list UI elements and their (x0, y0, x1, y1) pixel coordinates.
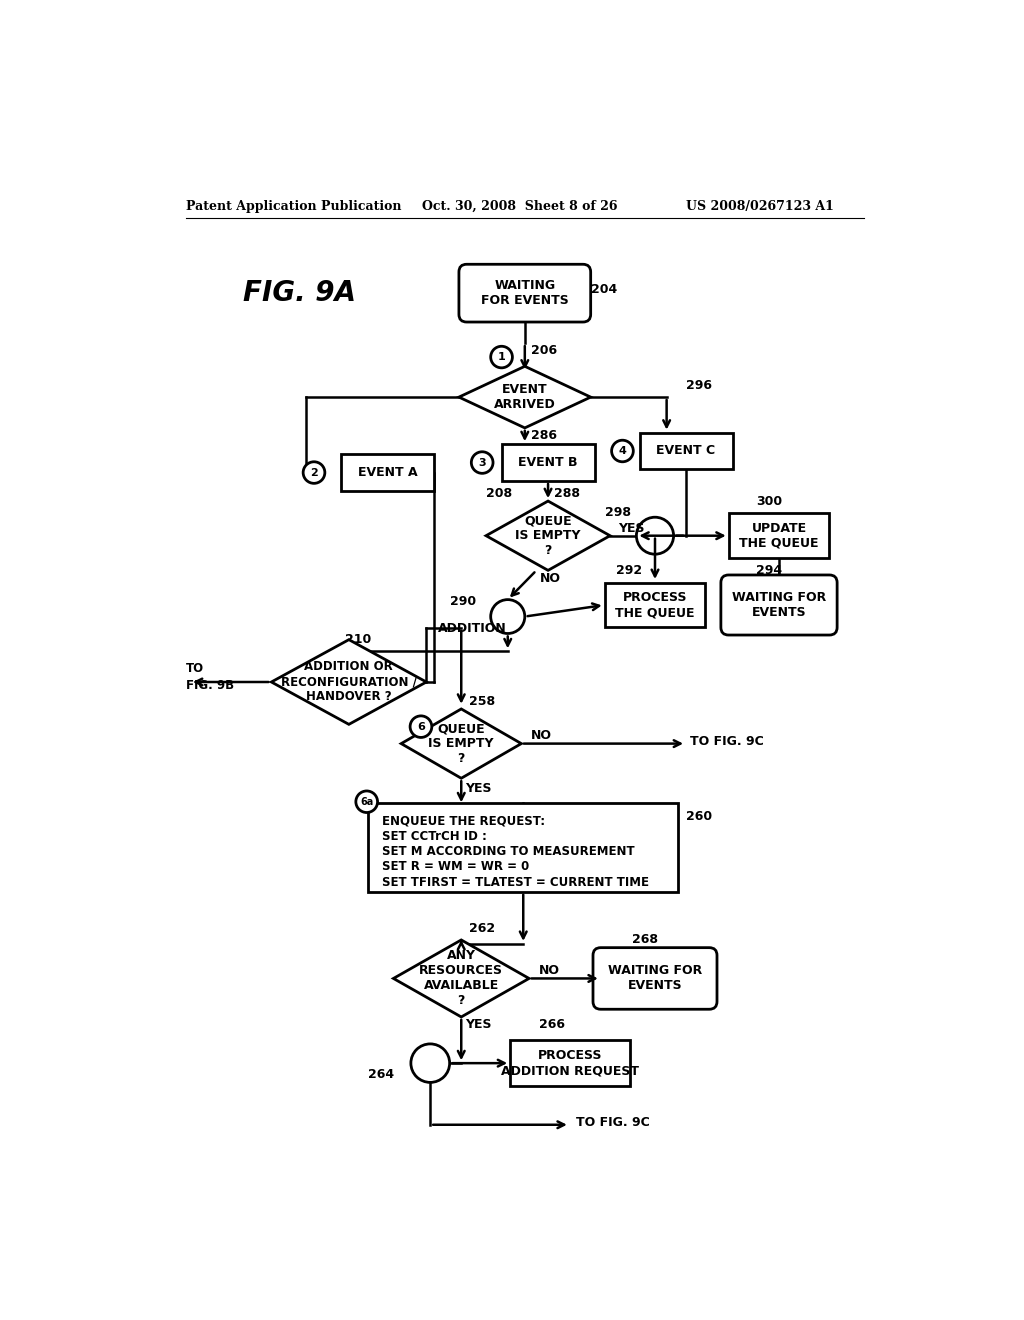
FancyBboxPatch shape (459, 264, 591, 322)
Text: 208: 208 (486, 487, 512, 500)
Text: 292: 292 (616, 564, 642, 577)
Bar (510, 1040, 630, 1086)
Circle shape (636, 517, 674, 554)
Text: 290: 290 (450, 594, 476, 607)
Text: SET R = WM = WR = 0: SET R = WM = WR = 0 (382, 861, 529, 874)
Text: 6: 6 (417, 722, 425, 731)
Text: FIG. 9B: FIG. 9B (186, 680, 234, 693)
Bar (640, 433, 732, 470)
Text: SET TFIRST = TLATEST = CURRENT TIME: SET TFIRST = TLATEST = CURRENT TIME (382, 875, 649, 888)
Text: NO: NO (531, 730, 552, 742)
Text: ADDITION: ADDITION (438, 622, 507, 635)
Text: FIG. 9A: FIG. 9A (243, 279, 355, 308)
Polygon shape (393, 940, 529, 1016)
Text: TO FIG. 9C: TO FIG. 9C (575, 1115, 649, 1129)
Text: ADDITION OR
RECONFIGURATION /
HANDOVER ?: ADDITION OR RECONFIGURATION / HANDOVER ? (281, 660, 417, 704)
Text: WAITING FOR
EVENTS: WAITING FOR EVENTS (608, 965, 702, 993)
Circle shape (303, 462, 325, 483)
Text: Oct. 30, 2008  Sheet 8 of 26: Oct. 30, 2008 Sheet 8 of 26 (423, 199, 618, 213)
Circle shape (471, 451, 493, 474)
Text: QUEUE
IS EMPTY
?: QUEUE IS EMPTY ? (428, 722, 494, 766)
Text: NO: NO (539, 964, 560, 977)
Text: UPDATE
THE QUEUE: UPDATE THE QUEUE (739, 521, 819, 549)
Circle shape (611, 441, 633, 462)
Text: 6a: 6a (360, 797, 374, 807)
Text: 4: 4 (618, 446, 627, 455)
Text: SET CCTrCH ID :: SET CCTrCH ID : (382, 829, 487, 842)
Text: 286: 286 (531, 429, 557, 442)
Text: TO FIG. 9C: TO FIG. 9C (690, 735, 764, 748)
Text: 264: 264 (369, 1068, 394, 1081)
Text: 294: 294 (756, 564, 782, 577)
Circle shape (411, 1044, 450, 1082)
Circle shape (490, 346, 512, 368)
Text: 266: 266 (539, 1018, 565, 1031)
Bar (502, 444, 595, 480)
Text: 210: 210 (345, 634, 372, 647)
Text: PROCESS
THE QUEUE: PROCESS THE QUEUE (615, 591, 694, 619)
Polygon shape (486, 502, 610, 570)
Text: 2: 2 (310, 467, 317, 478)
Text: 260: 260 (686, 810, 712, 824)
FancyBboxPatch shape (593, 948, 717, 1010)
Text: ANY
RESOURCES
AVAILABLE
?: ANY RESOURCES AVAILABLE ? (419, 949, 503, 1007)
Text: SET M ACCORDING TO MEASUREMENT: SET M ACCORDING TO MEASUREMENT (382, 845, 635, 858)
Text: YES: YES (465, 1018, 492, 1031)
Text: 3: 3 (478, 458, 486, 467)
FancyBboxPatch shape (721, 576, 838, 635)
Text: NO: NO (541, 572, 561, 585)
Text: 204: 204 (591, 282, 616, 296)
Text: 300: 300 (756, 495, 782, 508)
Polygon shape (271, 640, 426, 725)
Polygon shape (459, 367, 591, 428)
Text: YES: YES (617, 521, 644, 535)
Text: PROCESS
ADDITION REQUEST: PROCESS ADDITION REQUEST (501, 1049, 639, 1077)
Circle shape (410, 715, 432, 738)
Text: 288: 288 (554, 487, 581, 500)
Text: EVENT B: EVENT B (518, 455, 578, 469)
Text: TO: TO (186, 661, 204, 675)
Text: ENQUEUE THE REQUEST:: ENQUEUE THE REQUEST: (382, 814, 546, 828)
Text: QUEUE
IS EMPTY
?: QUEUE IS EMPTY ? (515, 515, 581, 557)
Text: 298: 298 (604, 506, 631, 519)
Bar (729, 513, 829, 558)
Text: YES: YES (465, 781, 492, 795)
Text: 262: 262 (469, 921, 496, 935)
Bar (604, 582, 706, 627)
Text: 206: 206 (531, 345, 557, 358)
Text: US 2008/0267123 A1: US 2008/0267123 A1 (686, 199, 834, 213)
Text: 258: 258 (469, 694, 496, 708)
Bar (341, 454, 434, 491)
Text: EVENT A: EVENT A (357, 466, 418, 479)
Circle shape (356, 791, 378, 813)
Text: WAITING FOR
EVENTS: WAITING FOR EVENTS (732, 591, 826, 619)
Text: 268: 268 (632, 933, 657, 946)
Bar (369, 804, 678, 892)
Polygon shape (401, 709, 521, 779)
Text: EVENT
ARRIVED: EVENT ARRIVED (494, 383, 556, 411)
Circle shape (490, 599, 524, 634)
Text: 1: 1 (498, 352, 506, 362)
Text: WAITING
FOR EVENTS: WAITING FOR EVENTS (481, 279, 568, 308)
Text: Patent Application Publication: Patent Application Publication (186, 199, 401, 213)
Text: 296: 296 (686, 379, 712, 392)
Text: EVENT C: EVENT C (656, 445, 716, 458)
